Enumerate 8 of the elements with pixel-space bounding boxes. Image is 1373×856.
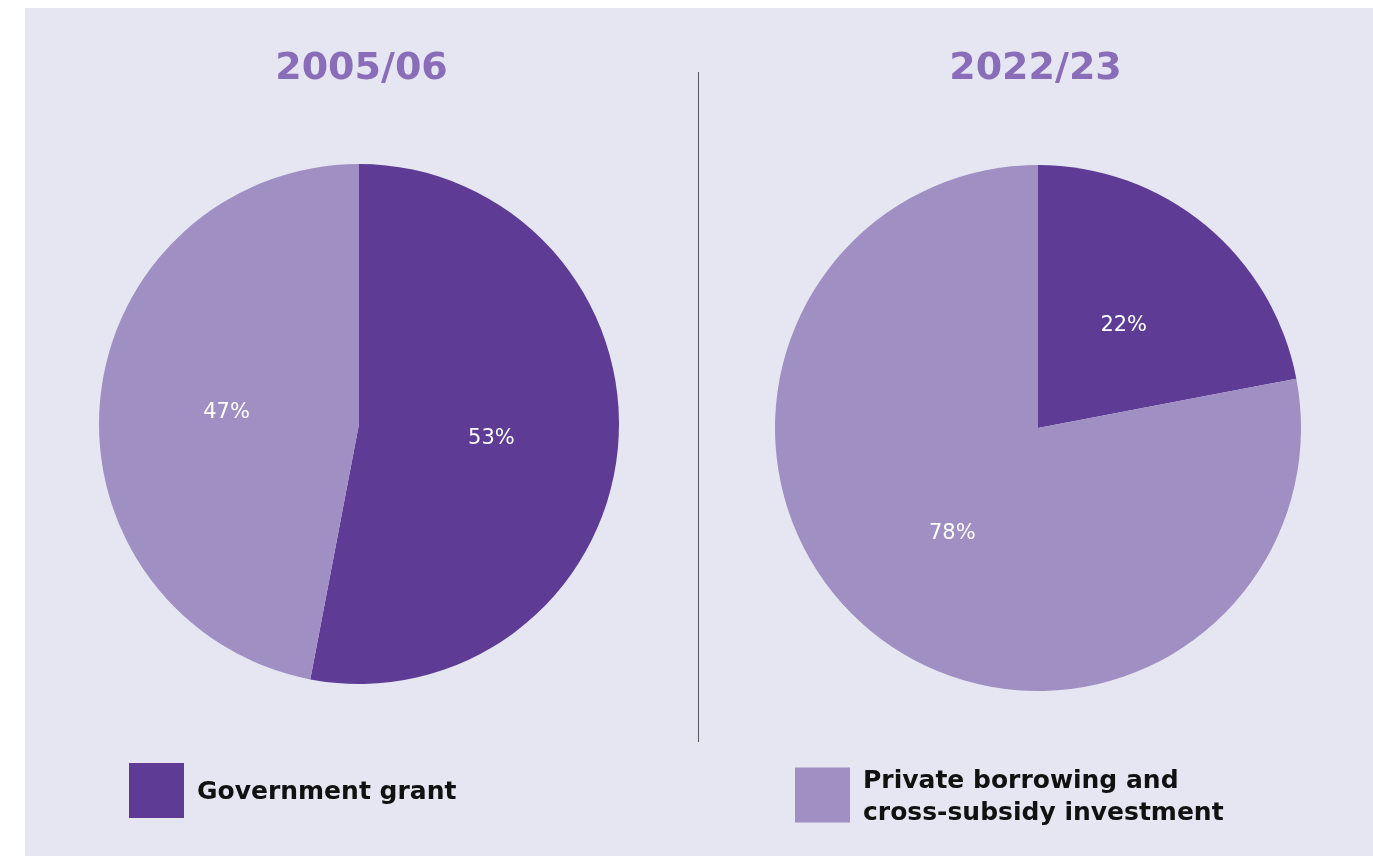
data-label: 78% bbox=[928, 519, 976, 544]
chart-title: 2005/06 bbox=[275, 44, 448, 88]
chart-title: 2022/23 bbox=[949, 44, 1122, 88]
data-label: 53% bbox=[468, 424, 515, 449]
legend-label: Private borrowing and cross-subsidy investment bbox=[863, 764, 1224, 826]
legend-label: Government grant bbox=[197, 776, 457, 805]
data-label: 22% bbox=[1100, 312, 1148, 337]
data-label: 47% bbox=[203, 399, 250, 424]
